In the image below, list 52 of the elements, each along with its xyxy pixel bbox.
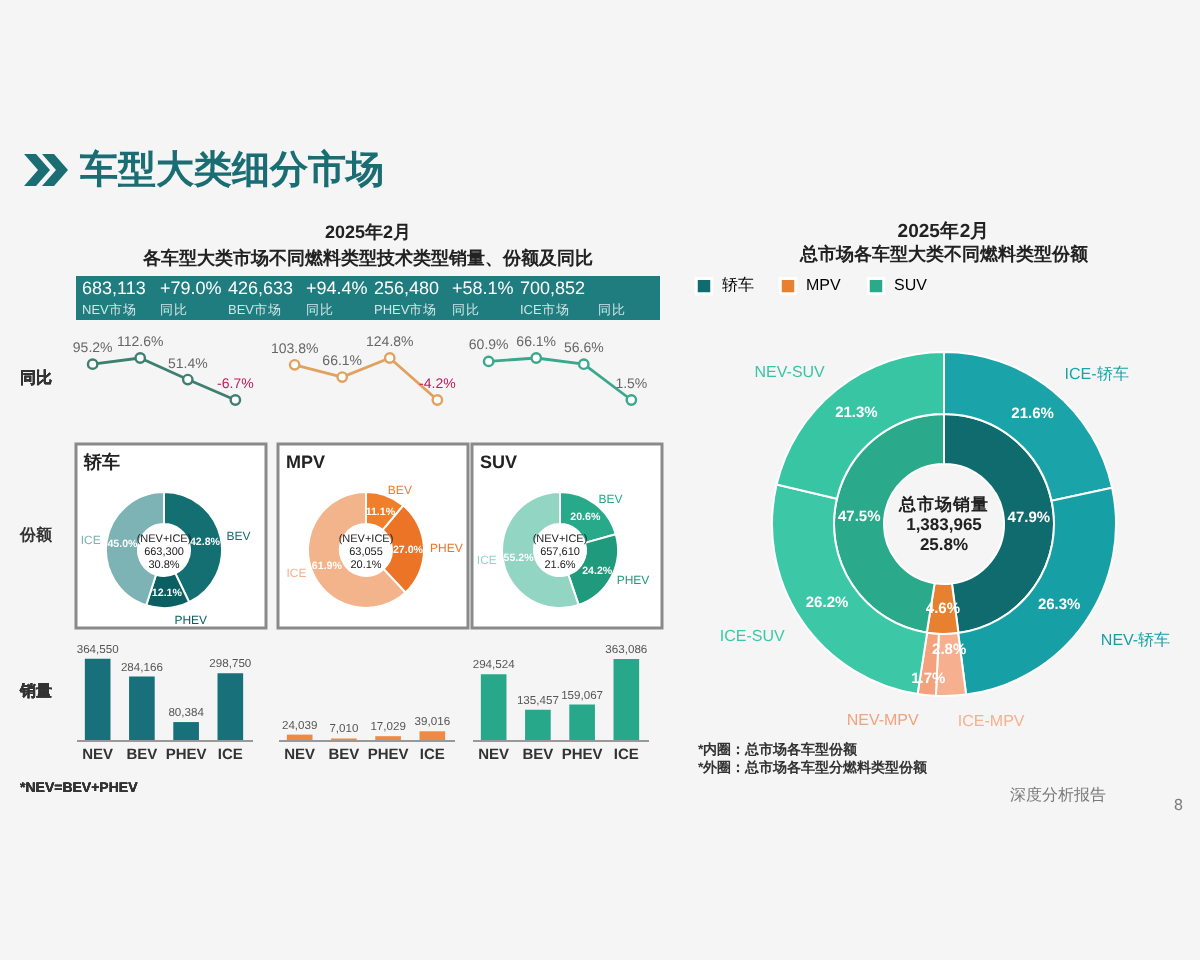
text: 25.8% [919, 534, 969, 554]
text: 总市场销量 [897, 494, 989, 514]
y-axis-title: 销量 [18, 682, 52, 700]
bar [217, 673, 244, 740]
point [482, 355, 495, 368]
text: 各车型大类市场不同燃料类型技术类型销量、份额及同比 [141, 246, 595, 272]
text: 700,852 [520, 278, 586, 298]
chart-title: 2025年2月 [897, 219, 991, 243]
point [181, 373, 194, 386]
y-axis-title: 同比 [20, 369, 52, 387]
slice-label: ICE-MPV [957, 711, 1026, 730]
text: +58.1% [452, 278, 514, 298]
point [530, 352, 543, 364]
point [336, 371, 349, 383]
point [134, 352, 147, 364]
text: 256,480 [374, 278, 440, 298]
chart-title: SUV [480, 452, 518, 472]
slice-label: NEV-轿车 [1100, 630, 1171, 649]
bar [84, 658, 111, 740]
bar [569, 704, 595, 740]
chart-title: MPV [286, 452, 326, 472]
bar [525, 709, 551, 740]
text: +79.0% [160, 278, 222, 298]
slice-label: ICE-SUV [719, 627, 787, 646]
chart-title: 轿车 [82, 452, 120, 472]
point [288, 358, 301, 371]
legend-label: 轿车 [722, 276, 754, 295]
bar [129, 676, 155, 740]
text: 1,383,965 [906, 514, 983, 534]
point [431, 394, 444, 406]
bar [613, 658, 640, 740]
slice-label: NEV-SUV [754, 363, 827, 382]
text: 683,113 [82, 278, 146, 298]
text: +94.4% [306, 278, 368, 298]
text: 深度分析报告 [1010, 784, 1106, 806]
point [577, 358, 590, 371]
text: 2025年2月 [322, 220, 414, 246]
chart-subtitle: 总市场各车型大类不同燃料类型份额 [798, 244, 1090, 264]
legend-label: MPV [806, 276, 842, 295]
point [229, 394, 242, 406]
point [86, 358, 99, 371]
text: 426,633 [228, 278, 294, 298]
point [383, 352, 396, 364]
bar [480, 674, 507, 740]
text: 车型大类细分市场 [80, 147, 384, 196]
point [625, 394, 638, 406]
slice-label: NEV-MPV [846, 711, 921, 730]
slice-label: ICE-轿车 [1064, 364, 1129, 383]
legend-label: SUV [894, 276, 929, 295]
bar [173, 722, 199, 740]
text: 8 [1174, 796, 1183, 814]
text: 份额 [18, 526, 54, 544]
